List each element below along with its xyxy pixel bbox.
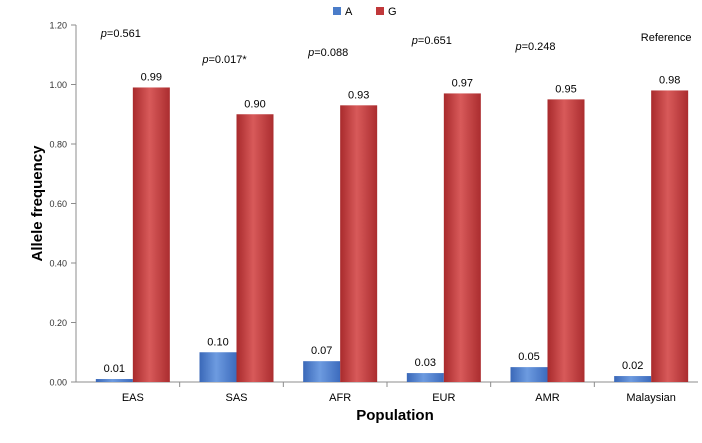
legend-swatch-a — [333, 7, 341, 15]
data-label-a-amr: 0.05 — [518, 351, 539, 363]
annotation-value: =0.088 — [314, 47, 348, 59]
annotation-value: =0.561 — [107, 28, 141, 40]
bar-g-eas — [132, 87, 170, 382]
annotation-eas: p=0.561 — [100, 28, 141, 40]
x-tick-label-eas: EAS — [122, 392, 144, 404]
annotation-p-symbol: p — [201, 54, 208, 66]
annotation-value: =0.248 — [522, 41, 556, 53]
bar-g-amr — [547, 99, 585, 382]
annotation-p-symbol: p — [514, 41, 521, 53]
legend-swatch-g — [376, 7, 384, 15]
x-tick-label-eur: EUR — [432, 392, 455, 404]
legend-label-g: G — [388, 6, 397, 18]
annotation-value: =0.651 — [418, 35, 452, 47]
bar-g-afr — [340, 105, 378, 382]
x-tick-label-malaysian: Malaysian — [626, 392, 676, 404]
y-tick-label: 0.00 — [49, 378, 67, 388]
x-tick-label-afr: AFR — [329, 392, 351, 404]
bar-a-eas — [95, 379, 133, 382]
annotation-p-symbol: p — [307, 47, 314, 59]
data-label-g-sas: 0.90 — [244, 98, 265, 110]
bar-a-malaysian — [614, 376, 652, 382]
legend-label-a: A — [345, 6, 353, 18]
y-tick-label: 1.00 — [49, 80, 67, 90]
x-tick-label-sas: SAS — [225, 392, 247, 404]
bar-a-sas — [199, 352, 237, 382]
data-label-g-amr: 0.95 — [555, 83, 576, 95]
data-label-a-eas: 0.01 — [104, 363, 125, 375]
y-tick-label: 1.20 — [49, 21, 67, 31]
annotation-afr: p=0.088 — [307, 47, 348, 59]
bar-g-eur — [443, 93, 481, 383]
bar-a-afr — [303, 361, 341, 382]
x-tick-label-amr: AMR — [535, 392, 560, 404]
y-tick-label: 0.80 — [49, 140, 67, 150]
data-label-a-malaysian: 0.02 — [622, 360, 643, 372]
bar-g-malaysian — [651, 90, 689, 382]
data-label-a-sas: 0.10 — [207, 336, 228, 348]
annotation-value: =0.017* — [208, 54, 247, 66]
bar-g-sas — [236, 114, 274, 382]
y-tick-label: 0.60 — [49, 199, 67, 209]
annotation-p-symbol: p — [100, 28, 107, 40]
bar-a-amr — [510, 367, 548, 382]
annotation-value: Reference — [641, 32, 692, 44]
x-axis-title: Population — [356, 407, 434, 424]
annotation-malaysian: Reference — [641, 32, 692, 44]
y-tick-label: 0.40 — [49, 259, 67, 269]
data-label-a-eur: 0.03 — [415, 357, 436, 369]
y-tick-label: 0.20 — [49, 318, 67, 328]
annotation-amr: p=0.248 — [514, 41, 555, 53]
data-label-a-afr: 0.07 — [311, 345, 332, 357]
data-label-g-afr: 0.93 — [348, 89, 369, 101]
annotation-sas: p=0.017* — [201, 54, 247, 66]
annotation-p-symbol: p — [411, 35, 418, 47]
data-label-g-eas: 0.99 — [141, 71, 162, 83]
data-label-g-eur: 0.97 — [452, 77, 473, 89]
annotation-eur: p=0.651 — [411, 35, 452, 47]
y-axis-title: Allele frequency — [29, 145, 46, 262]
data-label-g-malaysian: 0.98 — [659, 74, 680, 86]
bar-a-eur — [406, 373, 444, 382]
